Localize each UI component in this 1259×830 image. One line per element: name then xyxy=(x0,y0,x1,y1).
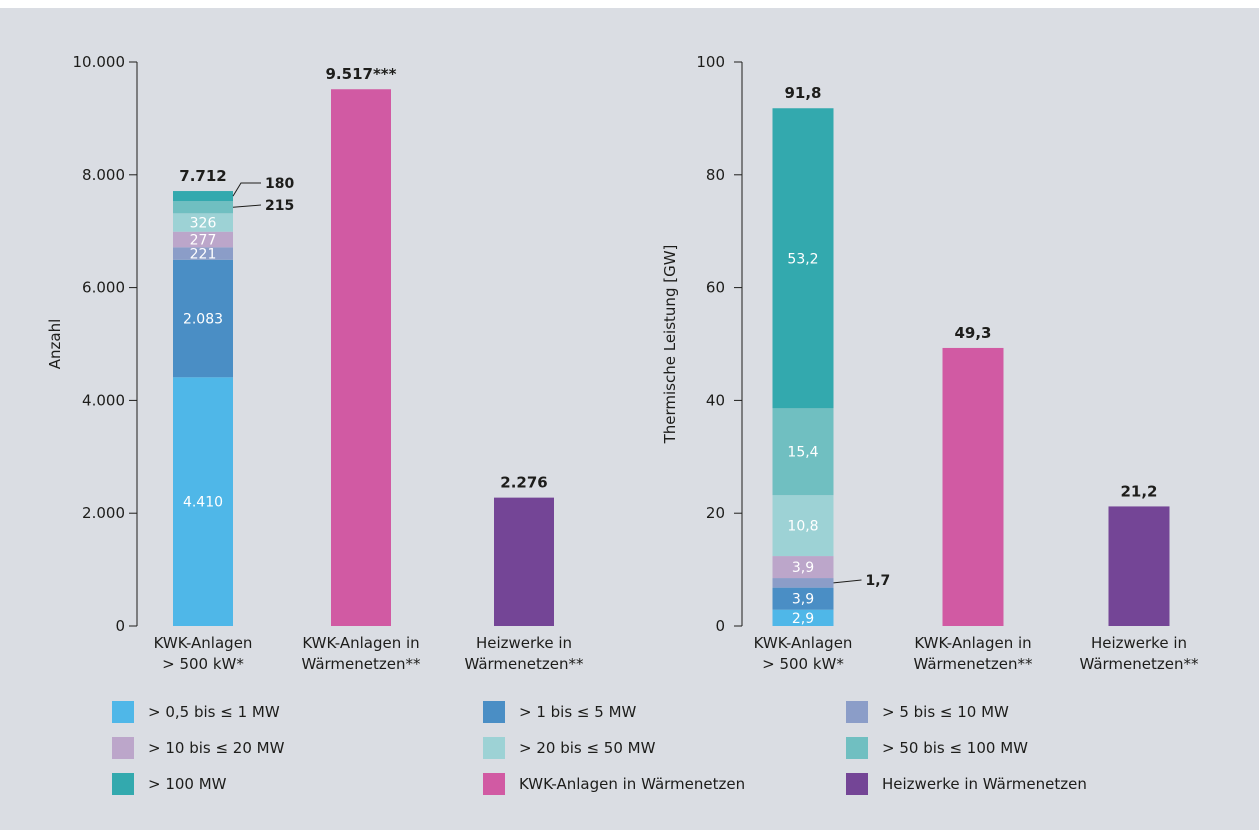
legend-label-heiz: Heizwerke in Wärmenetzen xyxy=(882,775,1087,793)
legend-label-s5: > 20 bis ≤ 50 MW xyxy=(519,739,656,757)
segment-label-0-0-3: 277 xyxy=(190,233,217,249)
bar-segment-0-0-4 xyxy=(173,213,233,232)
legend-item-kwk: KWK-Anlagen in Wärmenetzen xyxy=(483,772,745,796)
category-label-1-2-0: Heizwerke in xyxy=(1091,634,1187,652)
category-label-1-1-1: Wärmenetzen** xyxy=(913,655,1033,673)
legend-item-s2: > 1 bis ≤ 5 MW xyxy=(483,700,636,724)
legend-swatch-s6 xyxy=(846,737,868,759)
legend-item-s7: > 100 MW xyxy=(112,772,227,796)
category-label-0-1-1: Wärmenetzen** xyxy=(301,655,421,673)
legend-swatch-s4 xyxy=(112,737,134,759)
bar-segment-1-0-5 xyxy=(772,408,834,496)
legend-swatch-s1 xyxy=(112,701,134,723)
bar-segment-1-1-0 xyxy=(942,347,1004,626)
y-tick-label-0-2: 4.000 xyxy=(82,391,125,409)
bar-segment-0-0-1 xyxy=(173,259,233,378)
legend-label-s3: > 5 bis ≤ 10 MW xyxy=(882,703,1009,721)
y-tick-label-1-0: 0 xyxy=(715,617,725,635)
bar-segment-0-0-6 xyxy=(173,191,233,202)
bar-segment-1-0-2 xyxy=(772,578,834,588)
segment-label-0-0-4: 326 xyxy=(190,216,217,232)
legend-swatch-s3 xyxy=(846,701,868,723)
category-label-0-0-1: > 500 kW* xyxy=(162,655,244,673)
total-label-1-0: 91,8 xyxy=(784,84,821,102)
category-label-1-1-0: KWK-Anlagen in xyxy=(914,634,1031,652)
bar-segment-1-0-0 xyxy=(772,609,834,626)
legend-swatch-s7 xyxy=(112,773,134,795)
segment-label-1-0-3: 3,9 xyxy=(792,560,814,576)
y-tick-label-1-3: 60 xyxy=(706,279,725,297)
callout-line-1-0-2 xyxy=(833,579,862,584)
total-label-0-1: 9.517*** xyxy=(326,65,397,83)
segment-label-0-0-1: 2.083 xyxy=(183,312,223,328)
bar-segment-1-0-1 xyxy=(772,587,834,610)
callout-label-0-0-6: 180 xyxy=(265,176,294,192)
total-label-1-1: 49,3 xyxy=(954,324,991,342)
y-tick-label-1-5: 100 xyxy=(696,53,725,71)
bar-segment-1-0-6 xyxy=(772,108,834,409)
segment-label-0-0-0: 4.410 xyxy=(183,495,223,511)
bar-segment-0-0-2 xyxy=(173,247,233,260)
legend-item-s5: > 20 bis ≤ 50 MW xyxy=(483,736,655,760)
bar-segment-1-0-3 xyxy=(772,556,834,579)
legend-swatch-heiz xyxy=(846,773,868,795)
y-tick-label-0-3: 6.000 xyxy=(82,279,125,297)
legend-label-s7: > 100 MW xyxy=(148,775,227,793)
category-label-1-2-1: Wärmenetzen** xyxy=(1079,655,1199,673)
legend-item-s1: > 0,5 bis ≤ 1 MW xyxy=(112,700,280,724)
segment-label-1-0-1: 3,9 xyxy=(792,592,814,608)
y-axis-title-0: Anzahl xyxy=(46,319,64,370)
callout-line-0-0-5 xyxy=(232,204,262,208)
legend-swatch-s5 xyxy=(483,737,505,759)
legend-swatch-s2 xyxy=(483,701,505,723)
category-label-0-1-0: KWK-Anlagen in xyxy=(302,634,419,652)
legend: > 0,5 bis ≤ 1 MW > 1 bis ≤ 5 MW > 5 bis ≤ … xyxy=(112,698,1232,810)
segment-label-1-0-5: 15,4 xyxy=(787,445,818,461)
legend-item-s6: > 50 bis ≤ 100 MW xyxy=(846,736,1028,760)
total-label-0-0: 7.712 xyxy=(179,167,226,185)
top-strip xyxy=(0,0,1259,8)
y-tick-label-0-4: 8.000 xyxy=(82,166,125,184)
bar-segment-0-1-0 xyxy=(331,89,391,626)
legend-swatch-kwk xyxy=(483,773,505,795)
category-label-0-2-0: Heizwerke in xyxy=(476,634,572,652)
callout-label-1-0-2: 1,7 xyxy=(866,573,891,589)
y-tick-label-0-0: 0 xyxy=(115,617,125,635)
category-label-0-0-0: KWK-Anlagen xyxy=(154,634,253,652)
bar-segment-1-0-4 xyxy=(772,495,834,557)
y-tick-label-1-4: 80 xyxy=(706,166,725,184)
segment-label-1-0-4: 10,8 xyxy=(787,519,818,535)
y-tick-label-1-1: 20 xyxy=(706,504,725,522)
y-tick-label-0-5: 10.000 xyxy=(73,53,126,71)
total-label-0-2: 2.276 xyxy=(500,474,547,492)
legend-label-s4: > 10 bis ≤ 20 MW xyxy=(148,739,285,757)
legend-item-s4: > 10 bis ≤ 20 MW xyxy=(112,736,284,760)
y-axis-title-1: Thermische Leistung [GW] xyxy=(661,245,679,445)
legend-label-s2: > 1 bis ≤ 5 MW xyxy=(519,703,637,721)
category-label-1-0-0: KWK-Anlagen xyxy=(754,634,853,652)
segment-label-1-0-0: 2,9 xyxy=(792,611,814,627)
bar-segment-0-2-0 xyxy=(494,497,554,626)
legend-label-s6: > 50 bis ≤ 100 MW xyxy=(882,739,1028,757)
total-label-1-2: 21,2 xyxy=(1120,482,1157,500)
category-label-0-2-1: Wärmenetzen** xyxy=(464,655,584,673)
bar-segment-0-0-5 xyxy=(173,201,233,214)
category-label-1-0-1: > 500 kW* xyxy=(762,655,844,673)
bar-segment-0-0-3 xyxy=(173,231,233,248)
segment-label-0-0-2: 221 xyxy=(190,247,217,263)
segment-label-1-0-6: 53,2 xyxy=(787,251,818,267)
y-tick-label-1-2: 40 xyxy=(706,391,725,409)
bar-segment-1-2-0 xyxy=(1108,506,1170,626)
legend-label-s1: > 0,5 bis ≤ 1 MW xyxy=(148,703,280,721)
legend-label-kwk: KWK-Anlagen in Wärmenetzen xyxy=(519,775,746,793)
bar-segment-0-0-0 xyxy=(173,377,233,626)
legend-item-heiz: Heizwerke in Wärmenetzen xyxy=(846,772,1087,796)
callout-label-0-0-5: 215 xyxy=(265,198,294,214)
y-tick-label-0-1: 2.000 xyxy=(82,504,125,522)
legend-item-s3: > 5 bis ≤ 10 MW xyxy=(846,700,1009,724)
callout-line-0-0-6 xyxy=(232,182,261,197)
